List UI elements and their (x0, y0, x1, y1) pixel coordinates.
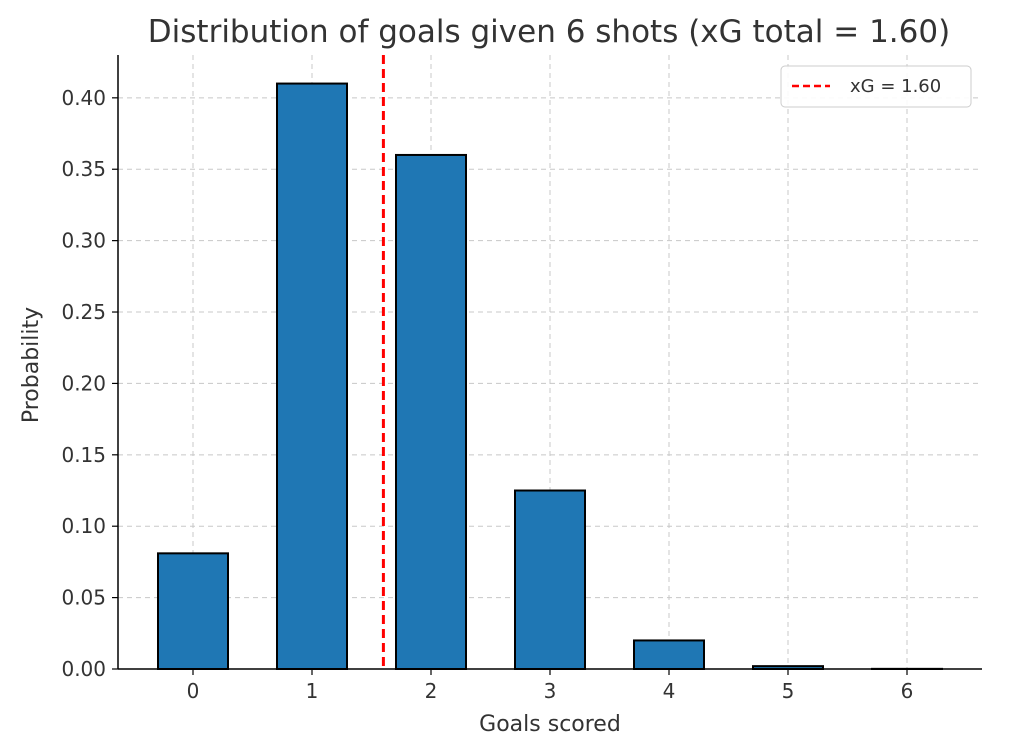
bar-2 (395, 153, 467, 670)
y-axis-label: Probability (19, 307, 44, 423)
bar-3 (514, 489, 586, 670)
y-tick-label: 0.40 (61, 86, 106, 110)
legend: xG = 1.60 (780, 65, 972, 108)
y-tick-label: 0.00 (61, 657, 106, 681)
x-tick-label: 0 (187, 679, 200, 703)
y-tick-label: 0.05 (61, 586, 106, 610)
legend-label: xG = 1.60 (850, 76, 941, 97)
bar-4 (633, 639, 705, 670)
legend-box (780, 65, 972, 108)
x-tick-label: 5 (782, 679, 795, 703)
y-tick-label: 0.25 (61, 300, 106, 324)
x-tick-label: 6 (901, 679, 914, 703)
chart-title: Distribution of goals given 6 shots (xG … (148, 14, 950, 50)
bars (157, 82, 943, 671)
y-tick-label: 0.30 (61, 229, 106, 253)
y-tick-label: 0.15 (61, 443, 106, 467)
y-tick-label: 0.35 (61, 157, 106, 181)
x-ticks: 0 1 2 3 4 5 6 (187, 669, 914, 703)
bar-0 (157, 552, 229, 670)
y-ticks: 0.00 0.05 0.10 0.15 0.20 0.25 0.30 0.35 0.40 (61, 86, 118, 681)
y-tick-label: 0.20 (61, 371, 106, 395)
x-tick-label: 1 (306, 679, 319, 703)
x-axis-label: Goals scored (479, 712, 621, 737)
x-tick-label: 3 (544, 679, 557, 703)
x-tick-label: 2 (425, 679, 438, 703)
y-tick-label: 0.10 (61, 514, 106, 538)
bar-1 (276, 82, 348, 670)
x-tick-label: 4 (663, 679, 676, 703)
